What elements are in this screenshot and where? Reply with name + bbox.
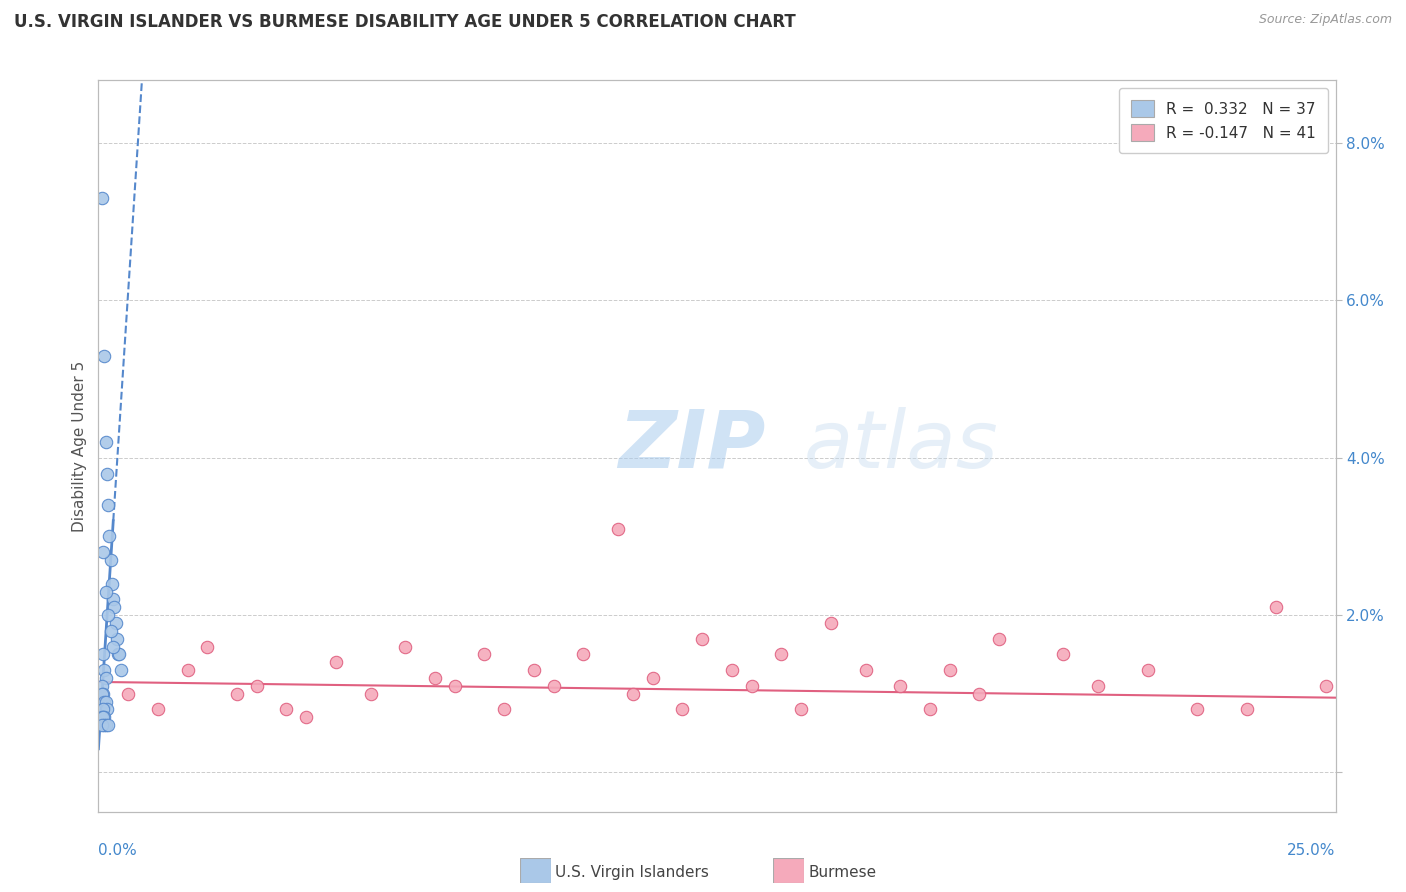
Point (607, 522, 630, 536)
Point (1052, 648, 1074, 662)
Point (721, 663, 744, 677)
Point (1087, 679, 1109, 693)
Point (94, 435, 117, 450)
Point (195, 640, 218, 654)
Point (96, 702, 118, 716)
Text: Source: ZipAtlas.com: Source: ZipAtlas.com (1258, 13, 1392, 27)
Point (91, 679, 114, 693)
Point (295, 710, 318, 724)
Point (1136, 663, 1159, 677)
Text: 25.0%: 25.0% (1288, 843, 1336, 858)
Point (98, 529, 121, 543)
Point (94, 695, 117, 709)
Point (969, 687, 991, 701)
Point (770, 648, 793, 662)
Text: atlas: atlas (804, 407, 998, 485)
Point (93, 710, 115, 724)
Point (93, 349, 115, 363)
Point (741, 679, 763, 693)
Point (474, 648, 496, 662)
Point (276, 702, 298, 716)
Point (820, 615, 842, 630)
Text: U.S. VIRGIN ISLANDER VS BURMESE DISABILITY AGE UNDER 5 CORRELATION CHART: U.S. VIRGIN ISLANDER VS BURMESE DISABILI… (14, 13, 796, 31)
Point (97, 608, 120, 623)
Point (93, 663, 115, 677)
Legend: R =  0.332   N = 37, R = -0.147   N = 41: R = 0.332 N = 37, R = -0.147 N = 41 (1119, 88, 1329, 153)
Point (325, 655, 347, 669)
Point (176, 663, 198, 677)
Point (101, 576, 124, 591)
Point (855, 663, 877, 677)
Point (690, 632, 713, 646)
Point (103, 600, 125, 615)
Point (572, 648, 595, 662)
Point (97, 498, 120, 512)
Point (103, 640, 125, 654)
Point (790, 702, 813, 716)
Point (1315, 679, 1337, 693)
Point (96, 467, 118, 481)
Point (621, 687, 644, 701)
Point (671, 702, 693, 716)
Point (93, 702, 115, 716)
Point (104, 615, 127, 630)
Point (523, 663, 546, 677)
Y-axis label: Disability Age Under 5: Disability Age Under 5 (72, 360, 87, 532)
Point (103, 592, 125, 607)
Point (918, 702, 941, 716)
Text: ZIP: ZIP (619, 407, 765, 485)
Point (94, 718, 117, 732)
Point (91, 718, 114, 732)
Point (938, 663, 960, 677)
Point (108, 648, 131, 662)
Point (93, 710, 115, 724)
Point (107, 648, 129, 662)
Point (641, 671, 664, 685)
Point (1185, 702, 1208, 716)
Point (543, 679, 565, 693)
Point (93, 687, 115, 701)
Point (91, 710, 114, 724)
Point (93, 718, 115, 732)
Point (93, 648, 115, 662)
Point (246, 679, 269, 693)
Point (1236, 702, 1258, 716)
Point (1265, 600, 1288, 615)
Point (146, 702, 169, 716)
Point (105, 632, 128, 646)
Point (100, 553, 122, 567)
Point (988, 632, 1011, 646)
Text: 0.0%: 0.0% (98, 843, 138, 858)
Point (117, 687, 139, 701)
Point (93, 695, 115, 709)
Point (91, 687, 114, 701)
Point (443, 679, 465, 693)
Point (494, 702, 516, 716)
Point (423, 671, 446, 685)
Point (226, 687, 249, 701)
Point (889, 679, 911, 693)
Text: U.S. Virgin Islanders: U.S. Virgin Islanders (555, 865, 709, 880)
Point (100, 624, 122, 638)
Point (110, 663, 132, 677)
Point (94, 584, 117, 599)
Point (97, 718, 120, 732)
Point (91, 191, 114, 205)
Point (394, 640, 416, 654)
Text: Burmese: Burmese (808, 865, 876, 880)
Point (94, 671, 117, 685)
Point (93, 545, 115, 559)
Point (360, 687, 382, 701)
